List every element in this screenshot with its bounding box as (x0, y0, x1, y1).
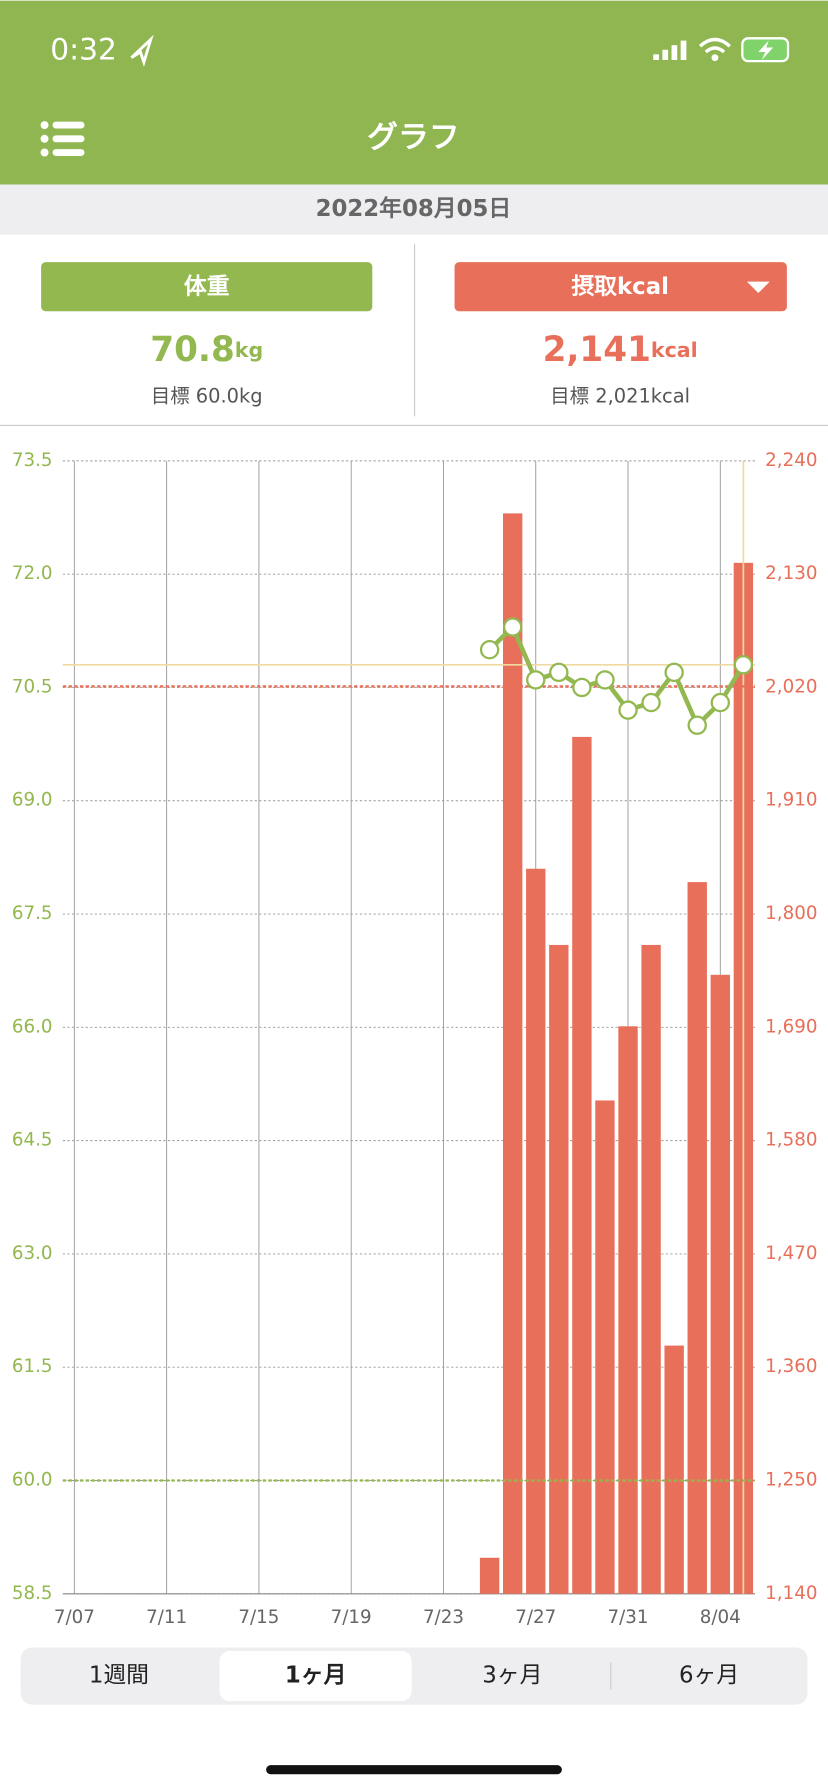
date-bar (0, 184, 828, 235)
bar (572, 736, 592, 1594)
kcal-button[interactable] (454, 262, 787, 312)
bar (618, 1026, 638, 1594)
y2-tick-label: 1,470 (765, 1243, 817, 1264)
y2-tick-label: 1,800 (765, 903, 817, 924)
x-tick-label: 7/07 (54, 1607, 95, 1628)
bar (595, 1100, 615, 1594)
y2-tick-label: 1,690 (765, 1016, 817, 1037)
chart: 58.5 60.0 61.5 63.0 64.5 66.0 67.5 69.0 70.5 72.0… (12, 450, 818, 1628)
y2-tick-label: 2,240 (765, 450, 817, 471)
x-tick-label: 7/11 (146, 1607, 187, 1628)
bar (641, 944, 661, 1594)
weight-point (479, 639, 500, 660)
x-tick-label: 7/15 (238, 1607, 279, 1628)
kcal-number: 2,141 (543, 330, 651, 370)
y-tick-label: 70.5 (12, 676, 53, 697)
bar (502, 513, 523, 1594)
bar (526, 868, 546, 1594)
weight-point (687, 715, 707, 735)
weight-point (549, 662, 569, 683)
signal-icon (653, 40, 687, 61)
status-time: 0:32 (50, 32, 117, 67)
y-tick-label: 64.5 (12, 1130, 53, 1151)
tab-selected (219, 1650, 412, 1702)
weight-button-label: 体重 (184, 274, 230, 300)
dropdown-arrow (746, 281, 770, 293)
weight-point (641, 692, 661, 713)
tab[interactable]: 1週間 (89, 1663, 149, 1689)
weight-point (618, 700, 638, 720)
weight-point (502, 617, 523, 637)
weight-button[interactable] (41, 262, 373, 312)
date: 2022年08月05日 (316, 195, 512, 222)
home-indicator (266, 1765, 562, 1775)
weight-point (526, 670, 546, 690)
header-bg (0, 0, 828, 185)
kcal-unit: kcal (651, 338, 698, 362)
y-tick-label: 66.0 (12, 1016, 53, 1037)
tab[interactable]: 3ヶ月 (482, 1663, 542, 1689)
bar (687, 882, 707, 1594)
bar (479, 1557, 500, 1594)
y-tick-label: 73.5 (12, 450, 53, 471)
menu-button[interactable] (40, 121, 85, 157)
tabs: 1週間 1ヶ月 3ヶ月 6ヶ月 (89, 1650, 739, 1702)
y-tick-label: 61.5 (12, 1356, 53, 1377)
wifi-icon (698, 37, 731, 54)
battery-bolt (758, 40, 774, 61)
y-tick-label: 60.0 (12, 1470, 53, 1491)
header-title: グラフ (367, 119, 459, 155)
weight-point (595, 670, 615, 690)
bar (664, 1345, 684, 1594)
kcal-button-label: 摂取kcal (571, 274, 669, 300)
bar (549, 944, 569, 1594)
weight-value: 70.8kg (150, 330, 263, 370)
y2-tick-label: 1,250 (765, 1470, 817, 1491)
y2-tick-label: 1,580 (765, 1130, 817, 1151)
kcal-target: 目標 2,021kcal (550, 384, 690, 407)
weight-point (733, 655, 754, 675)
location-icon (130, 34, 154, 68)
tab[interactable]: 6ヶ月 (679, 1663, 739, 1689)
y-tick-label: 63.0 (12, 1243, 53, 1264)
weight-unit: kg (235, 338, 263, 362)
y-tick-label: 58.5 (12, 1583, 53, 1604)
tab[interactable]: 1ヶ月 (285, 1663, 347, 1689)
y-tick-label: 67.5 (12, 903, 53, 924)
y-tick-label: 69.0 (12, 790, 53, 811)
x-tick-label: 7/31 (608, 1607, 649, 1628)
y-tick-label: 72.0 (12, 563, 53, 584)
bar (710, 974, 730, 1594)
tab-bar (20, 1647, 808, 1705)
x-tick-label: 7/19 (331, 1607, 372, 1628)
y2-tick-label: 1,140 (765, 1583, 817, 1604)
weight-point (572, 677, 592, 698)
y2-tick-label: 1,910 (765, 790, 817, 811)
weight-target: 目標 60.0kg (151, 384, 263, 407)
y2-tick-label: 1,360 (765, 1356, 817, 1377)
x-tick-label: 7/27 (515, 1607, 556, 1628)
x-tick-label: 7/23 (423, 1607, 464, 1628)
y2-tick-label: 2,130 (765, 563, 817, 584)
weight-point (710, 692, 731, 713)
weight-point (664, 662, 684, 683)
y2-tick-label: 2,020 (765, 676, 817, 697)
weight-number: 70.8 (150, 330, 235, 370)
x-tick-label: 8/04 (700, 1607, 741, 1628)
wifi-dot (711, 54, 719, 62)
kcal-value: 2,141kcal (543, 330, 698, 370)
